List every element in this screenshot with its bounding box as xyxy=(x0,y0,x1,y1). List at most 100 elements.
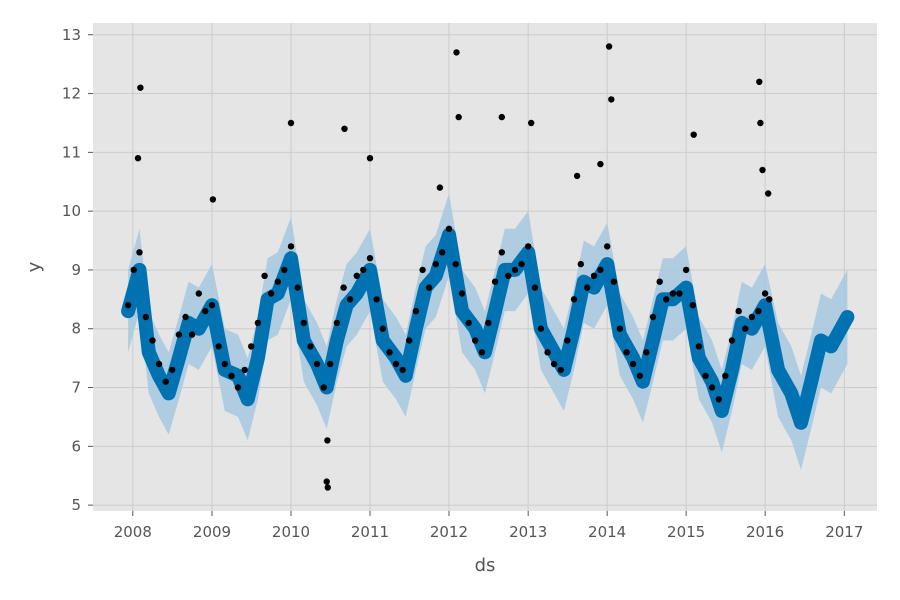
data-point xyxy=(676,290,683,297)
y-tick-label: 6 xyxy=(71,437,81,455)
data-point xyxy=(215,343,222,350)
x-tick-label: 2017 xyxy=(825,523,863,541)
data-point xyxy=(505,272,512,279)
data-point xyxy=(436,184,444,191)
data-point xyxy=(432,260,439,268)
data-point xyxy=(137,84,144,91)
data-point xyxy=(366,255,374,262)
data-point xyxy=(136,249,143,256)
data-point xyxy=(452,260,459,268)
x-tick-label: 2008 xyxy=(114,523,152,541)
data-point xyxy=(155,360,163,368)
data-point xyxy=(604,243,611,250)
data-point xyxy=(307,343,314,350)
data-point xyxy=(570,296,578,303)
data-point xyxy=(629,360,637,368)
data-point xyxy=(702,372,709,379)
data-point xyxy=(412,307,420,315)
data-point xyxy=(455,113,462,121)
data-point xyxy=(209,196,217,203)
x-tick-label: 2012 xyxy=(430,523,468,541)
data-point xyxy=(636,372,643,379)
data-point xyxy=(485,319,492,327)
data-point xyxy=(695,343,703,350)
data-point xyxy=(149,337,156,344)
data-point xyxy=(254,319,262,327)
data-point xyxy=(341,125,348,132)
data-point xyxy=(300,319,307,327)
data-point xyxy=(346,296,354,303)
data-point xyxy=(274,278,281,285)
data-point xyxy=(472,337,479,344)
data-point xyxy=(608,96,615,103)
data-point xyxy=(757,119,764,127)
data-point xyxy=(445,225,453,232)
data-point xyxy=(544,349,551,356)
y-axis-ticks: 5 6 7 8 9 10 11 12 13 xyxy=(62,26,93,514)
y-tick-label: 9 xyxy=(71,261,81,279)
data-point xyxy=(323,478,330,485)
data-point xyxy=(419,266,426,274)
data-point xyxy=(287,119,295,127)
data-point xyxy=(241,366,248,374)
data-point xyxy=(557,366,564,374)
data-point xyxy=(313,360,321,368)
data-point xyxy=(564,337,571,344)
data-point xyxy=(708,384,716,391)
data-point xyxy=(175,331,183,338)
data-point xyxy=(550,360,558,368)
data-point xyxy=(755,307,762,315)
data-point xyxy=(208,302,216,309)
y-axis-label: y xyxy=(24,261,45,272)
data-point xyxy=(766,296,773,303)
data-point xyxy=(756,78,763,86)
data-point xyxy=(320,384,327,391)
data-point xyxy=(689,302,696,309)
data-point xyxy=(162,378,169,385)
data-point xyxy=(324,484,331,491)
data-point xyxy=(281,266,288,274)
x-tick-label: 2011 xyxy=(351,523,389,541)
data-point xyxy=(134,155,142,162)
x-tick-label: 2016 xyxy=(746,523,784,541)
x-axis-ticks: 2008 2009 2010 2011 2012 2013 2014 2015 2016 2017 xyxy=(114,511,863,541)
data-point xyxy=(759,166,766,174)
data-point xyxy=(399,366,406,374)
data-point xyxy=(327,360,334,368)
data-point xyxy=(584,284,591,291)
x-tick-label: 2009 xyxy=(193,523,231,541)
data-point xyxy=(728,337,736,344)
y-tick-label: 5 xyxy=(71,496,81,514)
data-point xyxy=(386,349,393,356)
y-tick-label: 10 xyxy=(62,202,81,220)
data-point xyxy=(142,313,149,321)
data-point xyxy=(267,290,275,297)
data-point xyxy=(511,266,519,274)
data-point xyxy=(742,325,749,332)
y-tick-label: 13 xyxy=(62,26,81,44)
data-point xyxy=(195,290,202,297)
data-point xyxy=(590,272,598,279)
data-point xyxy=(453,49,460,56)
data-point xyxy=(294,284,301,291)
data-point xyxy=(228,372,235,379)
data-point xyxy=(528,119,535,127)
y-tick-label: 11 xyxy=(62,143,81,161)
data-point xyxy=(610,278,618,285)
y-tick-label: 7 xyxy=(71,379,81,397)
data-point xyxy=(406,337,413,344)
y-tick-label: 8 xyxy=(71,320,81,338)
data-point xyxy=(748,313,756,321)
data-point xyxy=(353,272,360,279)
data-point xyxy=(577,260,584,268)
data-point xyxy=(287,243,295,250)
data-point xyxy=(392,360,400,368)
y-tick-label: 12 xyxy=(62,85,81,103)
data-point xyxy=(605,43,613,50)
data-point xyxy=(597,266,604,274)
data-point xyxy=(130,266,137,274)
data-point xyxy=(221,360,228,368)
data-point xyxy=(531,284,539,291)
data-point xyxy=(669,290,677,297)
